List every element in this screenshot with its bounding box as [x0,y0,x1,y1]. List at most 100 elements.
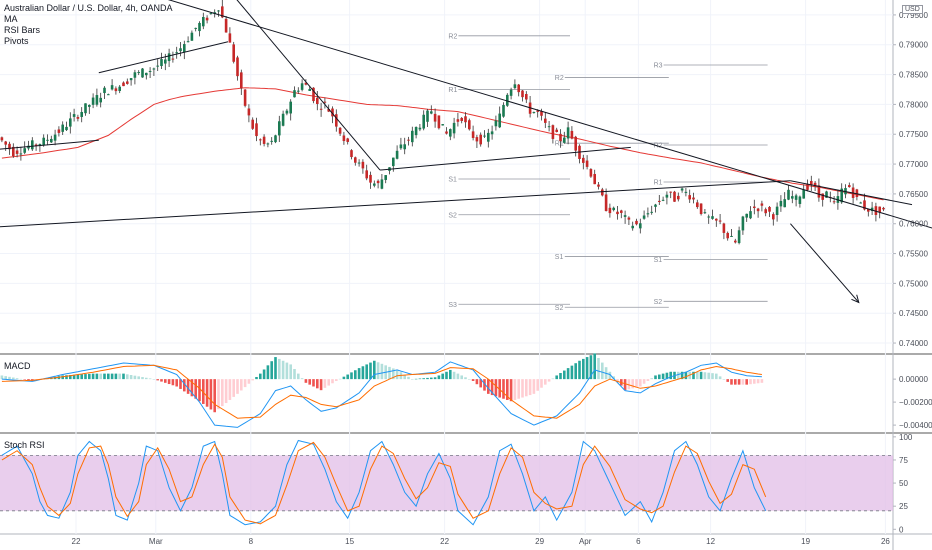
legend-item-rsi-bars[interactable]: RSI Bars [4,25,41,35]
macd-histogram-bar [585,357,589,380]
symbol-title[interactable]: Australian Dollar / U.S. Dollar, 4h, OAN… [4,3,173,13]
x-tick-label: 29 [535,537,544,546]
macd-histogram-bar [395,369,399,380]
candle-body [502,104,505,117]
candle-body [266,143,270,145]
candle-body [171,58,175,60]
candle-body [137,72,140,74]
macd-histogram-bar [593,353,596,380]
macd-histogram-bar [167,379,171,385]
macd-histogram-bar [692,371,695,380]
moving-average-line [1,87,884,201]
macd-histogram-bar [0,375,4,380]
macd-histogram-bar [460,375,463,380]
candle-body [160,59,163,67]
candle-body [399,144,403,149]
x-tick-label: 22 [440,537,449,546]
candle-body [42,137,45,146]
candlestick-series[interactable] [0,0,885,245]
candle-body [103,87,106,94]
candle-body [570,130,574,139]
x-tick-label: 22 [72,537,81,546]
pivot-label-s1: S1 [555,254,564,261]
macd-histogram-bar [741,379,745,385]
macd-pane[interactable] [0,353,764,428]
macd-histogram-bar [137,376,140,380]
macd-histogram-bar [357,368,361,380]
currency-badge[interactable]: USD [902,5,923,14]
candle-body [810,180,813,185]
candle-body [718,220,722,222]
macd-histogram-bar [224,379,228,404]
macd-histogram-bar [15,378,19,380]
macd-histogram-bar [270,361,273,380]
candle-body [760,203,764,206]
macd-histogram-bar [129,374,133,380]
candle-body [684,191,688,193]
legend-item-pivots[interactable]: Pivots [4,36,29,46]
macd-histogram-bar [635,379,638,388]
x-tick-label: 26 [881,537,890,546]
candle-body [53,134,57,141]
candle-body [863,200,866,210]
macd-histogram-bar [445,371,448,380]
trendlines[interactable] [0,0,932,304]
macd-histogram-bar [350,372,353,380]
candle-body [802,189,805,199]
candle-body [479,134,482,145]
candle-body [525,93,528,100]
macd-histogram-bar [734,379,737,385]
price-axes[interactable]: 0.74000 0.74500 0.75000 0.75500 0.76000 0.765… [893,11,932,534]
macd-histogram-bar [418,378,422,380]
macd-histogram-bar [532,379,536,394]
candle-body [730,235,733,237]
macd-histogram-bar [506,379,509,400]
macd-histogram-bar [422,378,425,380]
candle-body [639,223,642,229]
macd-histogram-bar [118,373,121,380]
candle-body [680,188,684,191]
macd-histogram-bar [285,362,289,380]
candle-body [133,72,137,78]
x-tick-label: Mar [149,537,163,546]
candle-body [544,118,547,123]
stoch-rsi-pane[interactable] [0,439,893,526]
candle-body [433,113,437,122]
candle-body [661,199,665,201]
time-axis[interactable]: 22 Mar 8 15 22 29 Apr 6 12 19 26 [72,537,891,546]
candle-body [445,131,448,134]
candle-body [471,131,475,138]
candle-body [711,216,714,219]
pivot-label-s3: S3 [448,302,457,309]
candle-body [787,189,790,200]
macd-histogram-bar [570,365,574,380]
candle-body [156,65,159,67]
candle-body [882,207,885,210]
legend-item-ma[interactable]: MA [4,14,18,24]
candle-body [794,195,798,200]
trendline [236,0,381,171]
candle-body [251,119,254,129]
macd-histogram-bar [232,379,235,397]
candle-body [513,84,517,89]
candle-body [8,143,11,150]
candle-body [84,103,87,114]
candle-body [878,206,881,213]
candle-body [395,150,399,159]
macd-histogram-bar [209,379,213,410]
chart-legend[interactable]: Australian Dollar / U.S. Dollar, 4h, OAN… [4,3,173,47]
candle-body [342,135,346,142]
x-tick-label: 6 [636,537,641,546]
macd-histogram-bar [540,379,543,388]
candle-body [323,101,327,103]
macd-histogram-bar [737,379,741,385]
candle-body [696,202,699,208]
macd-histogram-bar [392,368,395,380]
x-tick-label: 15 [345,537,354,546]
candle-body [532,112,536,114]
macd-histogram-bar [338,378,342,380]
candle-body [574,136,577,151]
macd-histogram-bar [642,379,646,384]
candle-body [737,230,741,244]
